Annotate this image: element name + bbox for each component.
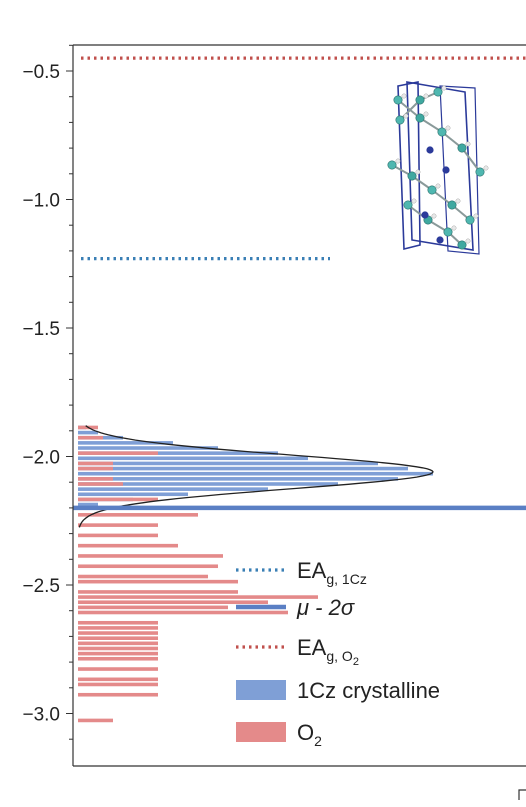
y-tick-label: −0.5 xyxy=(22,62,60,83)
o2-bar-3 xyxy=(78,461,113,466)
crystalline-bar-9 xyxy=(78,471,433,476)
o2-bar-2 xyxy=(78,451,158,455)
legend-label: 1Cz crystalline xyxy=(297,678,440,703)
o2-bar-1 xyxy=(78,435,103,440)
crystal-structure-icon xyxy=(387,81,489,255)
crystalline-bar-6 xyxy=(78,456,308,461)
legend-label: O2 xyxy=(297,720,322,749)
crystalline-bar-13 xyxy=(78,492,188,497)
o2-bar-25 xyxy=(78,641,158,646)
o2-bar-13 xyxy=(78,564,218,569)
crystalline-bar-12 xyxy=(78,487,268,491)
legend-item-ea_1cz: EAg, 1Cz xyxy=(236,558,367,587)
o2-bar-14 xyxy=(78,574,208,579)
o2-bar-27 xyxy=(78,651,158,656)
crystalline-bar-15 xyxy=(78,502,98,507)
y-tick-label: −2.0 xyxy=(22,448,60,469)
o2-bar-19 xyxy=(78,605,228,610)
crystalline-bar-11 xyxy=(78,482,338,486)
legend-item-ea_o2: EAg, O2 xyxy=(236,635,359,668)
o2-bar-29 xyxy=(78,667,158,671)
legend-label: EAg, 1Cz xyxy=(297,558,367,587)
legend-item-mu_2sigma: μ - 2σ xyxy=(236,595,355,620)
y-tick-label: −3.0 xyxy=(22,705,60,726)
legend-swatch xyxy=(236,722,286,742)
fit-curve xyxy=(78,425,434,528)
o2-bar-5 xyxy=(78,477,113,481)
o2-bar-22 xyxy=(78,626,158,630)
o2-bar-15 xyxy=(78,579,238,584)
y-tick-label: −1.0 xyxy=(22,191,60,212)
y-axis: −0.5 −1.0 −1.5 −2.0 −2.5 −3.0 xyxy=(22,44,526,800)
crystalline-bar-1 xyxy=(78,430,98,435)
y-tick-label: −1.5 xyxy=(22,319,60,340)
o2-bar-23 xyxy=(78,631,158,635)
crystalline-histogram xyxy=(78,425,433,507)
reference-lines xyxy=(73,56,526,511)
o2-bar-20 xyxy=(78,610,288,615)
crystalline-bar-5 xyxy=(78,451,278,455)
legend-item-crystalline: 1Cz crystalline xyxy=(236,678,440,703)
o2-bar-16 xyxy=(78,590,238,594)
o2-bar-7 xyxy=(78,497,158,502)
o2-bar-26 xyxy=(78,646,158,651)
corner-mark xyxy=(518,789,526,800)
o2-bar-9 xyxy=(78,523,158,527)
o2-bar-32 xyxy=(78,692,158,697)
o2-bar-24 xyxy=(78,636,158,640)
y-tick-label: −2.5 xyxy=(22,576,60,597)
crystalline-bar-7 xyxy=(78,461,378,466)
o2-bar-21 xyxy=(78,620,158,625)
legend-item-o2: O2 xyxy=(236,720,322,749)
o2-bar-6 xyxy=(78,482,123,486)
crystalline-bar-10 xyxy=(78,477,398,481)
o2-bar-8 xyxy=(78,513,198,517)
o2-bar-28 xyxy=(78,656,158,661)
o2-histogram xyxy=(78,425,318,723)
legend-label: μ - 2σ xyxy=(296,595,355,620)
legend-label: EAg, O2 xyxy=(297,635,359,668)
o2-bar-12 xyxy=(78,554,223,558)
o2-bar-17 xyxy=(78,595,318,599)
crystalline-bar-8 xyxy=(78,466,408,471)
crystalline-bar-3 xyxy=(78,441,173,445)
o2-bar-10 xyxy=(78,533,158,538)
crystalline-bar-4 xyxy=(78,446,218,450)
o2-bar-30 xyxy=(78,677,158,682)
legend-swatch xyxy=(236,680,286,700)
o2-bar-31 xyxy=(78,682,158,687)
o2-bar-33 xyxy=(78,718,113,723)
o2-bar-18 xyxy=(78,600,268,605)
o2-bar-4 xyxy=(78,466,113,471)
o2-bar-11 xyxy=(78,543,178,548)
legend: EAg, 1Cz μ - 2σ EAg, O2 1Cz crystalline O2 xyxy=(236,558,440,749)
